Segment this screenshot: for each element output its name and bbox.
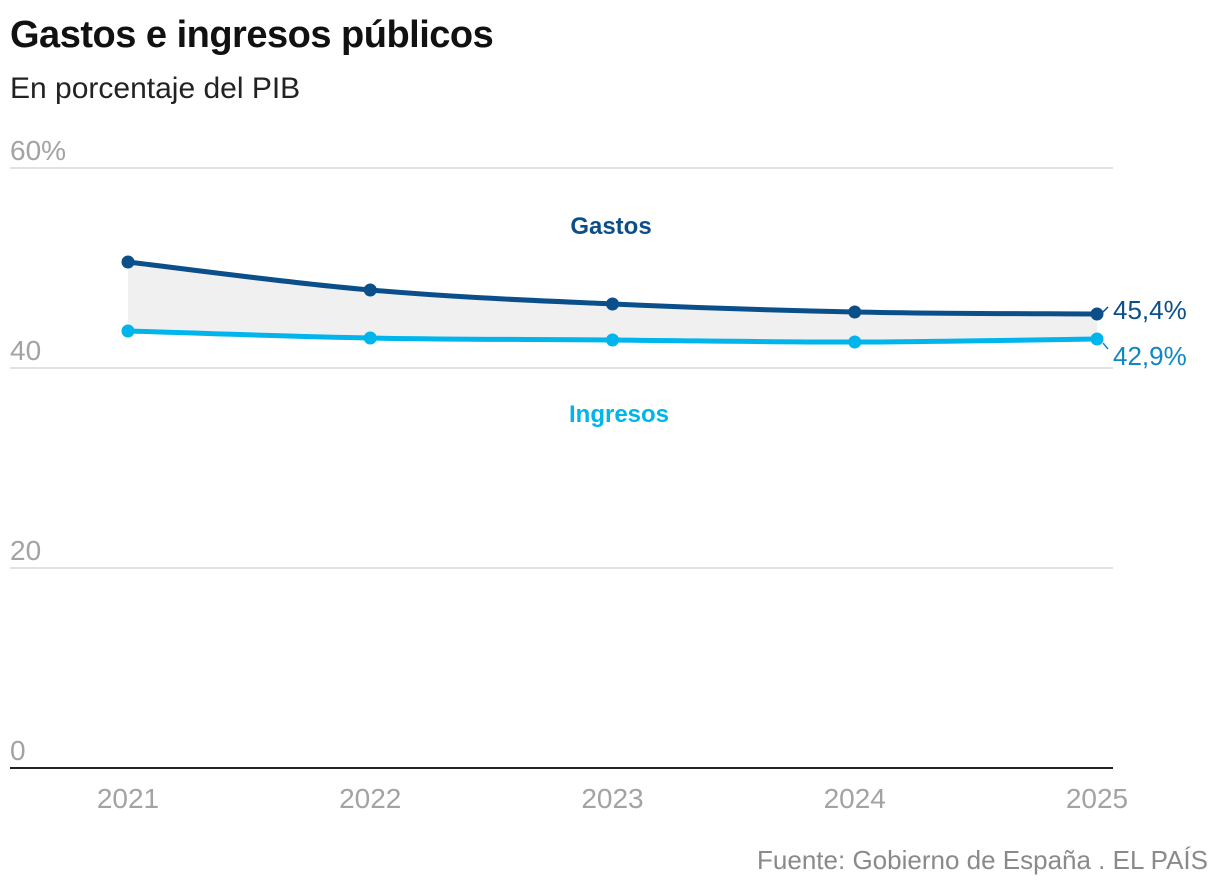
end-label-leader-ingresos [1102, 342, 1109, 350]
x-tick-label: 2022 [339, 783, 401, 814]
data-point-gastos [121, 255, 135, 269]
series-name-ingresos: Ingresos [569, 401, 669, 428]
chart-title: Gastos e ingresos públicos [10, 14, 494, 56]
x-tick-label: 2025 [1066, 783, 1128, 814]
end-label-leader-gastos [1102, 306, 1109, 313]
data-point-gastos [848, 305, 862, 319]
y-tick-label: 20 [10, 535, 41, 566]
y-tick-label: 0 [10, 735, 26, 766]
data-point-ingresos [363, 331, 377, 345]
grid-lines [10, 167, 1113, 769]
gap-band [128, 262, 1097, 342]
x-axis-ticks: 2021 2022 2023 2024 2025 [97, 783, 1128, 814]
data-point-ingresos [848, 335, 862, 349]
y-tick-label: 60% [10, 135, 66, 166]
y-tick-label: 40 [10, 335, 41, 366]
series-points [121, 255, 1104, 349]
end-label-gastos: 45,4% [1113, 295, 1187, 325]
y-axis-ticks: 0 20 40 60% [10, 135, 66, 766]
data-point-ingresos [1090, 332, 1104, 346]
data-point-gastos [363, 283, 377, 297]
gap-area [128, 262, 1097, 342]
data-point-gastos [1090, 307, 1104, 321]
x-tick-label: 2024 [824, 783, 886, 814]
series-labels: Gastos Ingresos 45,4% 42,9% [569, 213, 1187, 428]
end-label-ingresos: 42,9% [1113, 341, 1187, 371]
source-note: Fuente: Gobierno de España . EL PAÍS [757, 845, 1208, 875]
data-point-gastos [606, 297, 619, 311]
data-point-ingresos [606, 333, 619, 347]
x-tick-label: 2023 [581, 783, 643, 814]
chart-subtitle: En porcentaje del PIB [10, 72, 301, 105]
data-point-ingresos [121, 324, 135, 338]
series-name-gastos: Gastos [570, 213, 651, 240]
x-tick-label: 2021 [97, 783, 159, 814]
